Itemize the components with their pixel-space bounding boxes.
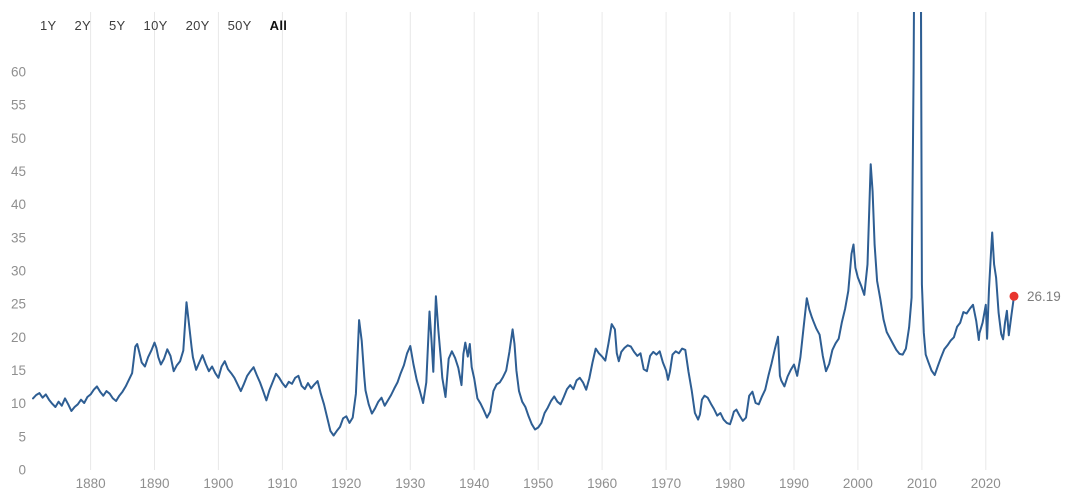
y-axis-label: 55 (11, 98, 26, 113)
x-axis-label: 1920 (331, 476, 361, 491)
x-axis-label: 1980 (715, 476, 745, 491)
x-axis-label: 1960 (587, 476, 617, 491)
x-axis-label: 1940 (459, 476, 489, 491)
range-button[interactable]: 1Y (40, 18, 57, 33)
y-axis-label: 0 (18, 463, 26, 478)
x-axis-label: 1970 (651, 476, 681, 491)
x-axis-label: 1890 (139, 476, 169, 491)
x-axis-label: 1950 (523, 476, 553, 491)
series-line (32, 12, 1015, 437)
x-axis-label: 2010 (907, 476, 937, 491)
range-button[interactable]: 50Y (227, 18, 252, 33)
y-axis-label: 5 (18, 429, 26, 444)
range-button[interactable]: 10Y (143, 18, 168, 33)
range-button[interactable]: 2Y (74, 18, 92, 33)
range-button[interactable]: 5Y (109, 18, 126, 33)
y-axis-label: 30 (11, 264, 26, 279)
x-axis-label: 1900 (203, 476, 233, 491)
y-axis-label: 10 (11, 396, 26, 411)
y-axis-label: 25 (11, 297, 26, 312)
current-value-dot (1009, 291, 1019, 301)
range-selector: 1Y 2Y 5Y 10Y 20Y 50Y All (40, 18, 287, 33)
x-axis-label: 2000 (843, 476, 873, 491)
range-button[interactable]: 20Y (185, 18, 210, 33)
y-axis-label: 35 (11, 230, 26, 245)
x-axis-label: 1930 (395, 476, 425, 491)
y-axis-label: 50 (11, 131, 26, 146)
y-axis-label: 60 (11, 65, 26, 80)
y-axis-label: 15 (11, 363, 26, 378)
x-axis-label: 1880 (76, 476, 106, 491)
current-value-label: 26.19 (1027, 289, 1061, 304)
x-axis-label: 1990 (779, 476, 809, 491)
x-axis-label: 2020 (971, 476, 1001, 491)
y-axis-label: 40 (11, 197, 26, 212)
y-axis-label: 45 (11, 164, 26, 179)
y-axis-label: 20 (11, 330, 26, 345)
range-button[interactable]: All (269, 18, 288, 33)
x-axis-label: 1910 (267, 476, 297, 491)
